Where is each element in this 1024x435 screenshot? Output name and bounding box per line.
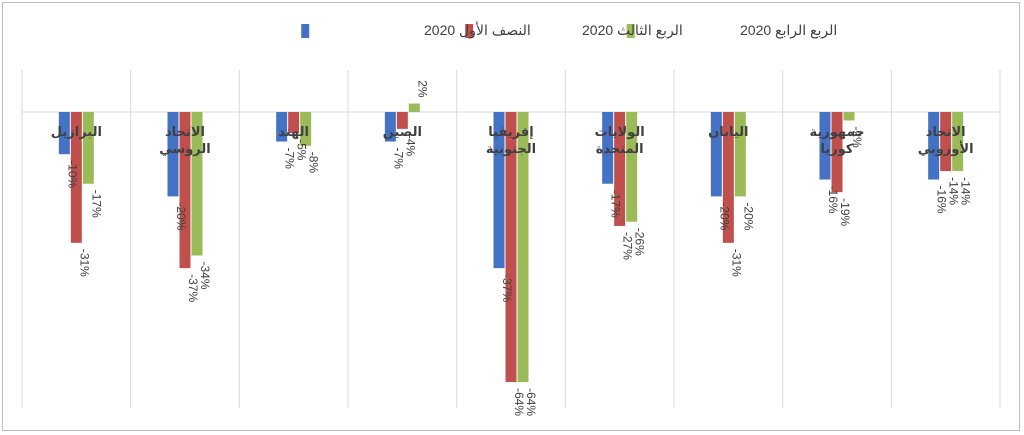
data-label: -5% xyxy=(295,139,309,161)
data-label: -37% xyxy=(500,274,514,302)
legend-swatch xyxy=(465,24,474,38)
data-label: -16% xyxy=(935,186,949,214)
data-label: -16% xyxy=(826,186,840,214)
bar xyxy=(493,112,505,269)
bar xyxy=(191,112,203,256)
data-label: -26% xyxy=(633,228,647,256)
data-label: -2% xyxy=(850,126,864,148)
data-label: -14% xyxy=(947,177,961,205)
data-label: -7% xyxy=(283,148,297,170)
legend-swatch xyxy=(301,24,310,38)
bar xyxy=(952,112,964,172)
data-labels: -10%-31%-17% -20%-37%-34%-7%-5%-8% -7%-4%2… xyxy=(65,80,972,416)
data-label: -19% xyxy=(838,198,852,226)
data-label: -31% xyxy=(729,249,743,277)
category-label: الاتحاد الروسي xyxy=(159,124,210,156)
data-label: -4% xyxy=(403,135,417,157)
bar xyxy=(408,103,420,112)
bar xyxy=(710,112,722,197)
bar xyxy=(928,112,940,180)
legend-item: النصف الأول 2020 xyxy=(301,21,531,39)
category-separators xyxy=(21,70,1001,408)
data-label: 2% xyxy=(415,80,429,98)
bar xyxy=(276,112,288,142)
legend-label: الربع الثالث 2020 xyxy=(582,22,683,39)
category-label: البرازيل xyxy=(51,124,102,139)
bar xyxy=(505,112,517,383)
data-label: -34% xyxy=(198,261,212,289)
data-label: -20% xyxy=(174,202,188,230)
legend: الربع الرابع 2020 الربع الثالث 2020 النصف … xyxy=(301,21,837,39)
legend-label: الربع الرابع 2020 xyxy=(740,22,837,39)
bar xyxy=(384,112,396,142)
data-label: -31% xyxy=(77,249,91,277)
bar xyxy=(626,112,638,222)
legend-label: النصف الأول 2020 xyxy=(424,21,531,39)
bar xyxy=(70,112,82,243)
data-label: -20% xyxy=(741,202,755,230)
data-label: -10% xyxy=(65,160,79,188)
data-label: -64% xyxy=(524,388,538,416)
bar xyxy=(179,112,191,269)
bar xyxy=(300,112,312,146)
category-label: جمهورية كوريا xyxy=(809,124,864,156)
data-label: -14% xyxy=(959,177,973,205)
bar xyxy=(831,112,843,193)
data-label: -37% xyxy=(186,274,200,302)
bar xyxy=(614,112,626,226)
data-label: -27% xyxy=(621,232,635,260)
data-label: -64% xyxy=(512,388,526,416)
data-label: -20% xyxy=(717,202,731,230)
data-label: -17% xyxy=(89,190,103,218)
bar xyxy=(722,112,734,243)
bars xyxy=(58,103,964,383)
category-label: الاتحاد الأوروبي xyxy=(918,124,974,156)
category-label: إفريقيا الجنوبية xyxy=(486,124,536,156)
bar xyxy=(819,112,831,180)
bar xyxy=(734,112,746,197)
data-label: -17% xyxy=(609,190,623,218)
bar xyxy=(396,112,408,129)
bar xyxy=(288,112,300,134)
category-label: الصين xyxy=(383,124,422,139)
bar xyxy=(602,112,614,184)
legend-item: الربع الرابع 2020 xyxy=(626,22,837,39)
bar xyxy=(82,112,94,184)
category-label: اليابان xyxy=(708,124,748,139)
bar xyxy=(940,112,952,172)
legend-swatch xyxy=(626,24,635,38)
bar xyxy=(58,112,70,155)
category-labels: البرازيل الاتحاد الروسي الهند الصين إفريقيا ال… xyxy=(51,124,974,156)
bar xyxy=(843,112,855,121)
bar xyxy=(517,112,529,383)
data-label: -7% xyxy=(391,148,405,170)
category-label: الولايات المتحدة xyxy=(595,124,645,156)
bar xyxy=(167,112,179,197)
legend-item: الربع الثالث 2020 xyxy=(465,22,683,39)
category-label: الهند xyxy=(278,124,309,139)
data-label: -8% xyxy=(307,152,321,174)
